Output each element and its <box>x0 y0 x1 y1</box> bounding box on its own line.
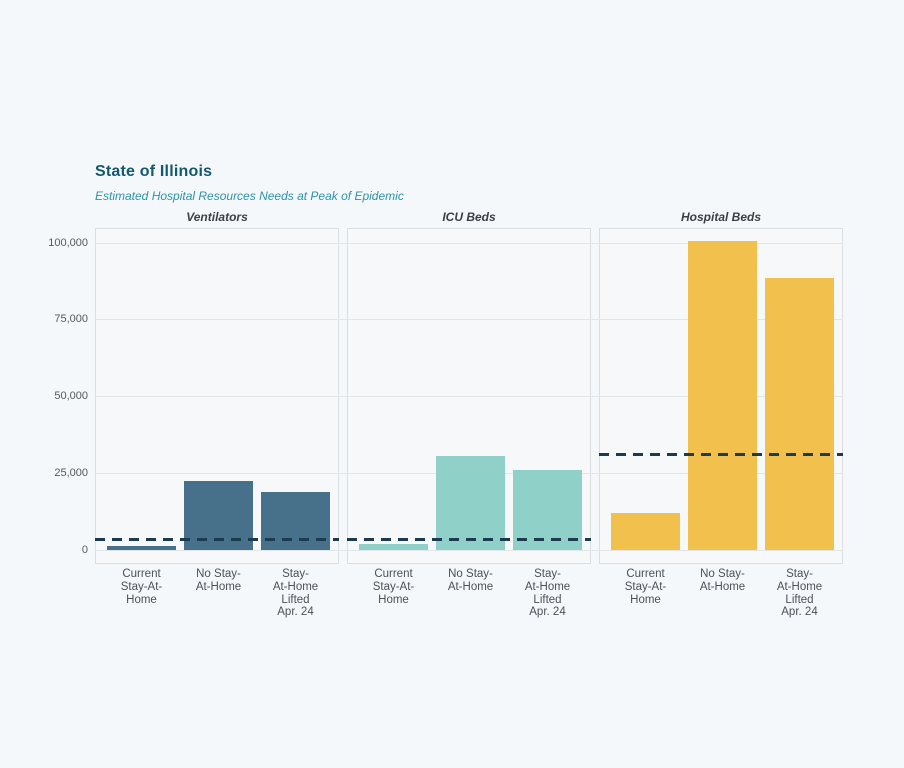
x-axis-category-label: No Stay- At-Home <box>195 568 242 593</box>
x-axis-category-label: Current Stay-At- Home <box>372 568 415 606</box>
y-axis-tick-label: 50,000 <box>54 390 88 403</box>
bar-icu-beds-3 <box>513 470 582 550</box>
bar-ventilators-1 <box>107 546 176 550</box>
y-axis-tick-label: 0 <box>81 544 88 556</box>
gridline <box>95 396 843 398</box>
panel-title-hospital-beds: Hospital Beds <box>680 210 761 224</box>
chart-area <box>95 228 843 564</box>
bar-hospital-beds-2 <box>688 240 757 550</box>
gridline <box>95 242 843 244</box>
y-axis-tick-label: 25,000 <box>54 467 88 480</box>
x-axis-category-label: Stay- At-Home Lifted Apr. 24 <box>524 568 571 619</box>
bar-hospital-beds-3 <box>765 277 834 550</box>
capacity-dashed-line <box>347 538 591 542</box>
x-axis-category-label: Current Stay-At- Home <box>120 568 163 606</box>
gridline <box>95 319 843 321</box>
panel-title-ventilators: Ventilators <box>186 210 248 224</box>
y-axis-tick-label: 100,000 <box>48 236 88 249</box>
bar-ventilators-3 <box>261 491 330 550</box>
panel-title-icu-beds: ICU Beds <box>442 210 496 224</box>
gridline <box>95 550 843 551</box>
bar-icu-beds-2 <box>436 456 505 550</box>
figure-title: State of Illinois <box>95 163 213 180</box>
x-axis-category-label: No Stay- At-Home <box>699 568 746 593</box>
figure-subtitle: Estimated Hospital Resources Needs at Pe… <box>95 189 404 203</box>
x-axis-category-label: Stay- At-Home Lifted Apr. 24 <box>272 568 319 619</box>
bar-hospital-beds-1 <box>611 513 680 550</box>
capacity-dashed-line <box>95 537 339 541</box>
x-axis-category-label: No Stay- At-Home <box>447 568 494 593</box>
y-axis-tick-label: 75,000 <box>54 313 88 326</box>
bar-icu-beds-1 <box>359 543 428 550</box>
capacity-dashed-line <box>599 453 843 457</box>
x-axis-category-label: Current Stay-At- Home <box>624 568 667 606</box>
x-axis-category-label: Stay- At-Home Lifted Apr. 24 <box>776 568 823 619</box>
